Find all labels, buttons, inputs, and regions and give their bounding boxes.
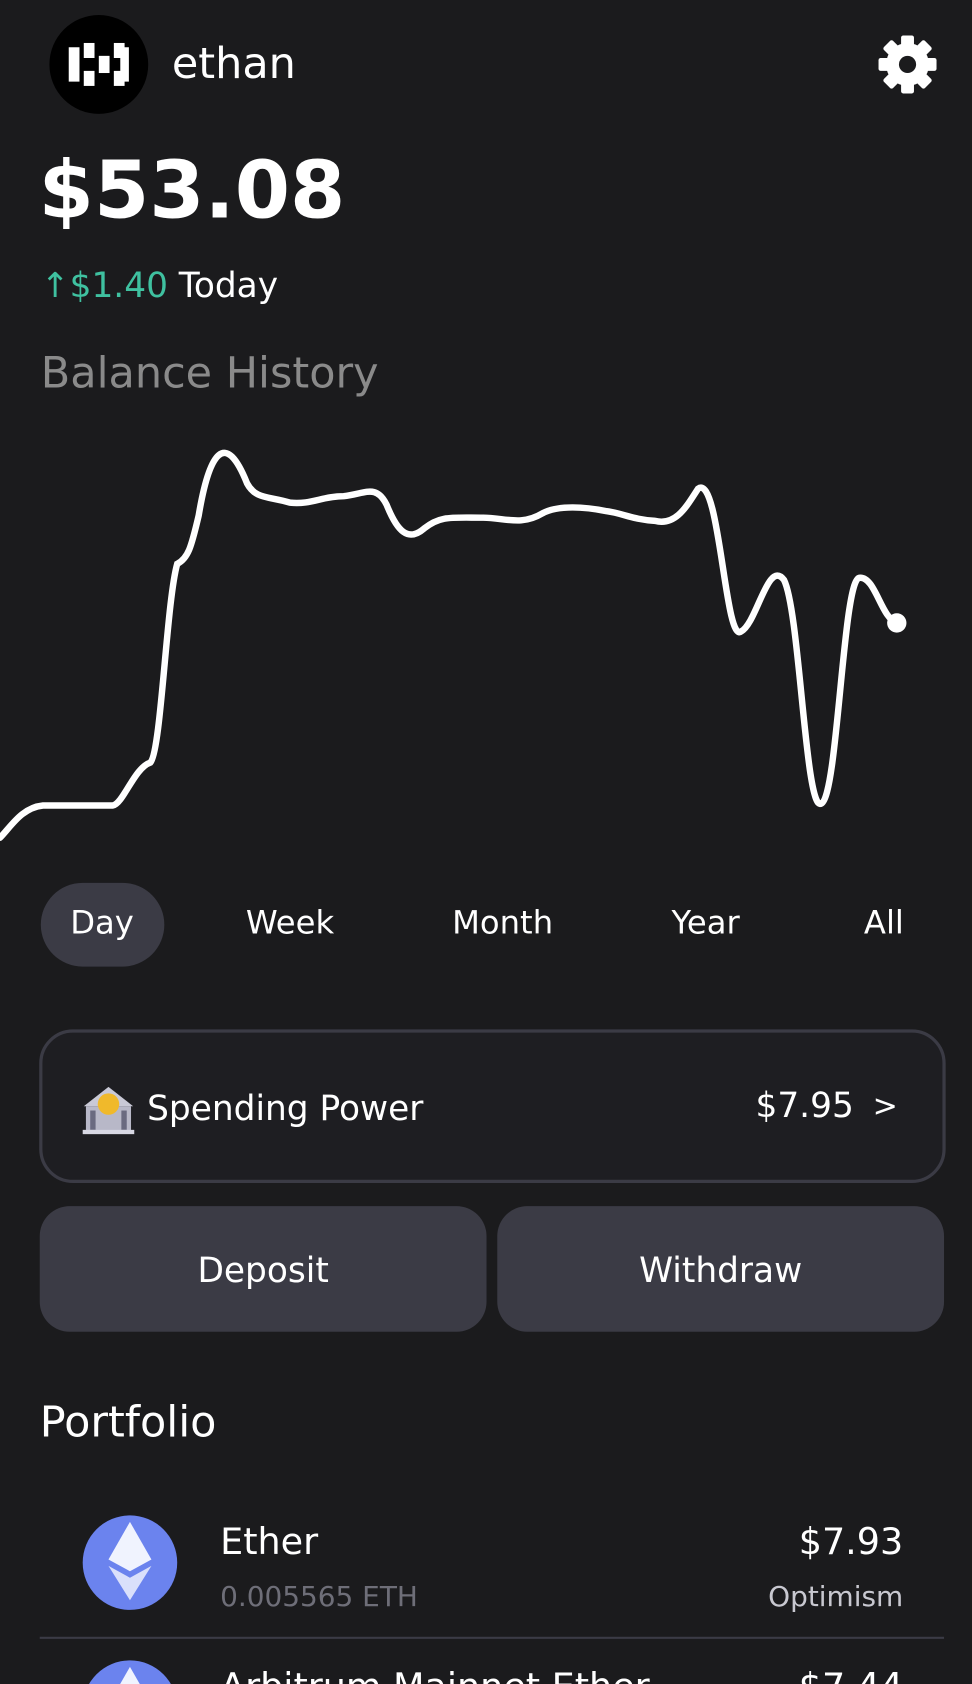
balance-line xyxy=(0,449,901,841)
asset-name[interactable]: Ether xyxy=(220,1520,318,1563)
settings-icon[interactable] xyxy=(878,35,937,94)
balance-change-line: ↑$1.40 Today xyxy=(41,265,278,305)
button-label[interactable]: Deposit xyxy=(197,1251,328,1291)
avatar[interactable] xyxy=(49,15,149,114)
portfolio-title: Portfolio xyxy=(40,1398,217,1448)
timeframe[interactable]: All xyxy=(864,904,904,942)
chevron: > xyxy=(873,1089,898,1124)
timeframe-selected xyxy=(40,882,165,967)
spending-power-card[interactable] xyxy=(39,1029,946,1184)
asset-network: Optimism xyxy=(768,1580,903,1613)
asset-name[interactable]: Arbitrum Mainnet Ether xyxy=(220,1665,650,1684)
spending-power-value: $7.95 xyxy=(755,1086,853,1126)
eth-icon xyxy=(82,1515,178,1610)
timeframe[interactable]: Year xyxy=(671,904,741,942)
timeframe[interactable]: Week xyxy=(246,904,335,942)
section-title: Balance History xyxy=(41,348,379,398)
balance-change: ↑$1.40 xyxy=(41,265,168,305)
timeframe[interactable]: Month xyxy=(452,904,553,942)
asset-amount: 0.005565 ETH xyxy=(220,1580,418,1613)
asset-value: $7.44 xyxy=(799,1665,904,1684)
eth-icon-mark xyxy=(120,1666,140,1684)
balance-change-label: Today xyxy=(178,265,278,305)
timeframe[interactable]: Day xyxy=(70,904,134,942)
balance-line-end xyxy=(887,613,907,633)
username: ethan xyxy=(172,39,296,89)
deposit-button[interactable] xyxy=(39,1206,487,1332)
spending-power-label: Spending Power xyxy=(147,1089,424,1129)
withdraw-button[interactable] xyxy=(497,1206,945,1332)
bank-icon xyxy=(82,1086,135,1135)
balance-total: $53.08 xyxy=(39,143,346,236)
button-label[interactable]: Withdraw xyxy=(639,1251,802,1291)
asset-value: $7.93 xyxy=(799,1520,904,1563)
